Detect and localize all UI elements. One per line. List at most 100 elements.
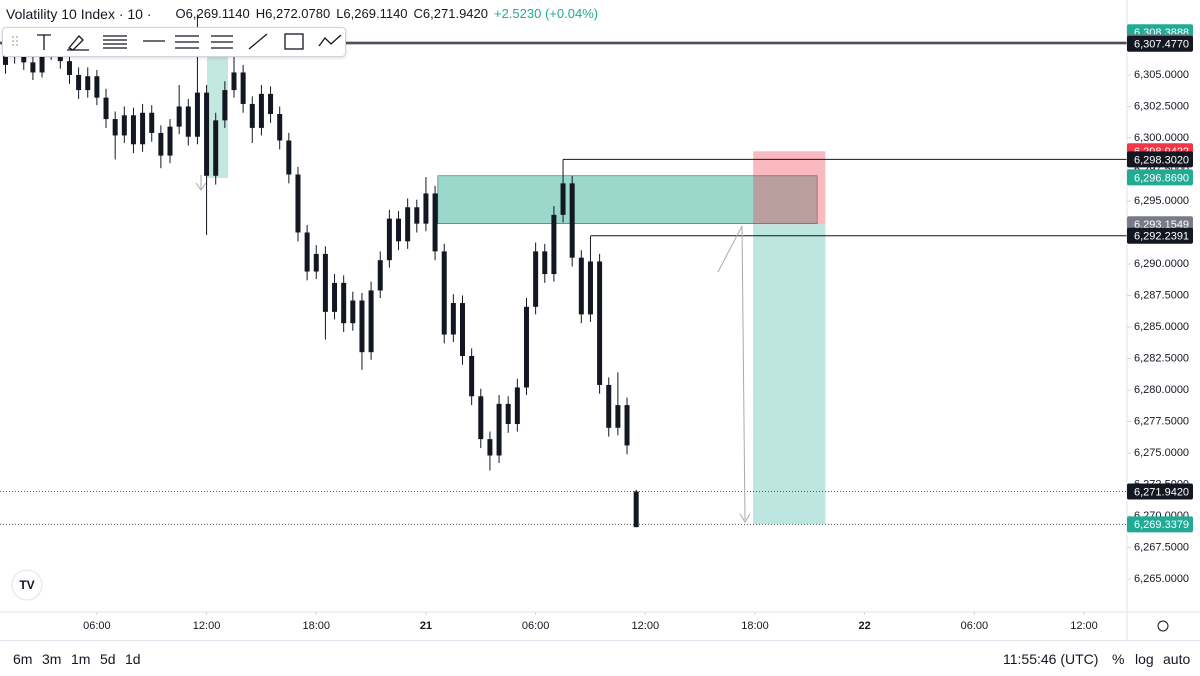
price-marker — [1127, 227, 1193, 244]
candle-body — [94, 76, 100, 98]
interval[interactable]: 3m — [42, 651, 62, 667]
candle-body — [606, 384, 612, 428]
candle-body — [322, 253, 328, 312]
candle-body — [76, 74, 82, 91]
candle-body — [2, 56, 8, 65]
y-tick-label: 6,302.5000 — [1134, 100, 1189, 112]
option[interactable]: % — [1112, 651, 1125, 667]
candle-body — [569, 183, 575, 258]
candle-body — [587, 261, 593, 315]
rect-tool[interactable] — [284, 33, 304, 50]
price-marker-label: 6,271.9420 — [1134, 486, 1189, 498]
candle-body — [130, 115, 136, 145]
price-marker-label: 6,298.3020 — [1134, 154, 1189, 166]
zone — [437, 175, 818, 224]
y-tick-label: 6,275.0000 — [1134, 447, 1189, 459]
candle-body — [487, 439, 493, 456]
chart: TV 6,265.00006,267.50006,270.00006,272.5… — [0, 0, 1200, 640]
logo-mark: TV — [19, 578, 34, 592]
brush-tool[interactable] — [67, 35, 89, 51]
y-tick-label: 6,300.0000 — [1134, 132, 1189, 144]
candle-body — [478, 396, 484, 440]
x-tick-label: 18:00 — [302, 620, 330, 632]
price-marker — [1127, 151, 1193, 168]
candle-body — [386, 218, 392, 261]
candle-body — [505, 403, 511, 425]
y-tick-label: 6,285.0000 — [1134, 321, 1189, 333]
interval[interactable]: 6m — [13, 651, 33, 667]
y-tick-label: 6,287.5000 — [1134, 289, 1189, 301]
price-marker — [1127, 483, 1193, 500]
drag-handle[interactable] — [12, 36, 18, 48]
candle-body — [459, 303, 465, 356]
fib-tool[interactable] — [175, 35, 199, 49]
path-tool[interactable] — [318, 34, 342, 47]
candle-body — [313, 253, 319, 272]
symbol: Volatility 10 Index · 10 · — [6, 6, 152, 22]
clock: 11:55:46 (UTC) — [1003, 651, 1099, 667]
text-tool[interactable] — [37, 34, 51, 50]
candle-body — [560, 183, 566, 215]
x-tick-label: 18:00 — [741, 620, 769, 632]
candle-body — [85, 76, 91, 91]
candle-body — [368, 290, 374, 353]
candle-body — [578, 257, 584, 315]
ohlc: L6,269.1140 — [336, 6, 408, 21]
channel-tool[interactable] — [211, 35, 233, 49]
y-tick-label: 6,305.0000 — [1134, 69, 1189, 81]
y-tick-label: 6,282.5000 — [1134, 352, 1189, 364]
candle-body — [551, 214, 557, 275]
candle-body — [350, 300, 356, 324]
candle-body — [423, 193, 429, 224]
candle-body — [231, 72, 237, 91]
candle-body — [359, 300, 365, 353]
x-tick-label: 06:00 — [522, 620, 550, 632]
x-tick-label: 12:00 — [193, 620, 221, 632]
candle-body — [167, 126, 173, 156]
option[interactable]: log — [1135, 651, 1154, 667]
ohlc: H6,272.0780 — [255, 6, 331, 21]
x-tick-label: 06:00 — [83, 620, 111, 632]
drawings — [195, 40, 751, 523]
trend-tool[interactable] — [248, 33, 268, 50]
candle-body — [432, 193, 438, 252]
candle-body — [396, 218, 402, 242]
candle-body — [249, 103, 255, 128]
y-tick-label: 6,267.5000 — [1134, 541, 1189, 553]
tool-icons — [12, 33, 342, 51]
option[interactable]: auto — [1163, 651, 1191, 667]
interval[interactable]: 5d — [100, 651, 116, 667]
interval[interactable]: 1m — [71, 651, 91, 667]
candle-body — [204, 92, 210, 176]
candle-body — [176, 106, 182, 127]
candle-body — [332, 282, 338, 312]
change: +2.5230 (+0.04%) — [494, 6, 599, 21]
candle-body — [121, 115, 127, 136]
candle-body — [523, 306, 529, 388]
candle-body — [496, 403, 502, 456]
target-zone — [753, 224, 826, 525]
y-tick-label: 6,290.0000 — [1134, 258, 1189, 270]
arrow — [195, 175, 207, 191]
drawing-toolbar — [2, 27, 346, 57]
candle-body — [39, 52, 45, 73]
candle-body — [514, 387, 520, 425]
candle-body — [140, 112, 146, 145]
interval[interactable]: 1d — [125, 651, 141, 667]
candle-body — [268, 93, 274, 115]
candle-body — [615, 405, 621, 428]
candle-body — [405, 207, 411, 242]
bottom-toolbar: 6m 3m 1m 5d 1d 11:55:46 (UTC) % log auto — [0, 640, 1200, 676]
candle-body — [377, 260, 383, 291]
stop-zone — [753, 151, 826, 225]
candle-body — [240, 72, 246, 104]
y-tick-label: 6,277.5000 — [1134, 415, 1189, 427]
price-marker-label: 6,296.8690 — [1134, 172, 1189, 184]
settings-icon[interactable] — [1157, 620, 1169, 632]
candle-body — [469, 355, 475, 397]
candle-body — [414, 207, 420, 224]
ohlc: O6,269.1140 — [175, 6, 250, 21]
y-tick-label: 6,280.0000 — [1134, 384, 1189, 396]
y-tick-label: 6,295.0000 — [1134, 195, 1189, 207]
lines-tool[interactable] — [103, 35, 127, 49]
